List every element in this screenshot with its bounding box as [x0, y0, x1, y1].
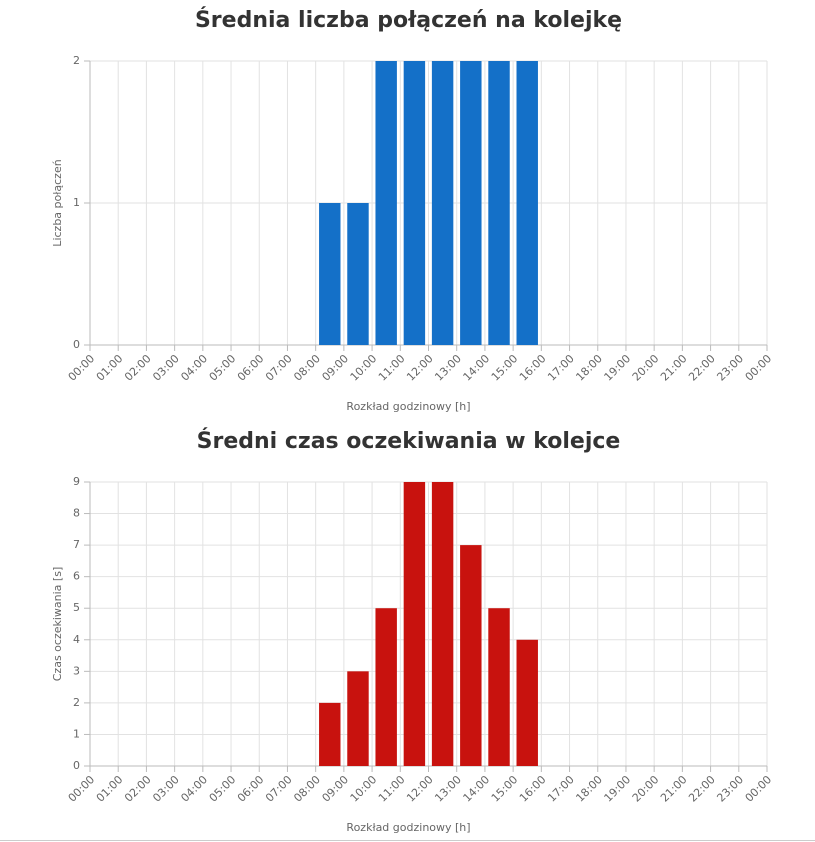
- x-tick-label: 14:00: [461, 773, 493, 805]
- x-tick-label: 23:00: [714, 773, 746, 805]
- y-tick-label: 7: [73, 538, 80, 551]
- y-tick-label: 0: [73, 759, 80, 772]
- x-tick-label: 06:00: [235, 352, 267, 384]
- x-tick-label: 13:00: [432, 773, 464, 805]
- x-tick-label: 11:00: [376, 773, 408, 805]
- x-tick-label: 07:00: [263, 773, 295, 805]
- x-tick-label: 05:00: [207, 773, 239, 805]
- bar: [516, 639, 538, 766]
- bar: [460, 61, 482, 345]
- bar: [431, 61, 454, 345]
- bar: [347, 203, 369, 345]
- bar: [460, 545, 482, 766]
- x-tick-label: 18:00: [573, 352, 605, 384]
- bar: [319, 702, 341, 766]
- x-tick-label: 22:00: [686, 773, 718, 805]
- bar: [319, 203, 341, 345]
- x-tick-label: 21:00: [658, 773, 690, 805]
- x-tick-label: 01:00: [94, 352, 126, 384]
- bar: [488, 608, 510, 766]
- x-tick-label: 12:00: [404, 352, 436, 384]
- y-tick-label: 1: [73, 196, 80, 209]
- x-tick-label: 23:00: [714, 352, 746, 384]
- bar: [516, 61, 538, 345]
- x-tick-label: 04:00: [178, 773, 210, 805]
- x-tick-label: 10:00: [348, 773, 380, 805]
- x-tick-label: 17:00: [545, 352, 577, 384]
- chart-title: Średnia liczba połączeń na kolejkę: [195, 7, 622, 33]
- x-tick-label: 10:00: [348, 352, 380, 384]
- x-tick-label: 04:00: [178, 352, 210, 384]
- x-tick-label: 00:00: [743, 352, 775, 384]
- x-tick-label: 20:00: [630, 352, 662, 384]
- x-tick-label: 15:00: [489, 352, 521, 384]
- x-tick-label: 15:00: [489, 773, 521, 805]
- x-tick-label: 01:00: [94, 773, 126, 805]
- y-tick-label: 3: [73, 664, 80, 677]
- bar: [431, 482, 454, 766]
- x-axis-label: Rozkład godzinowy [h]: [346, 400, 470, 413]
- x-tick-label: 18:00: [573, 773, 605, 805]
- x-tick-label: 13:00: [432, 352, 464, 384]
- x-tick-label: 00:00: [66, 773, 98, 805]
- x-tick-label: 19:00: [602, 352, 634, 384]
- x-tick-label: 02:00: [122, 352, 154, 384]
- bar: [375, 61, 397, 345]
- x-tick-label: 14:00: [461, 352, 493, 384]
- x-tick-label: 00:00: [743, 773, 775, 805]
- x-tick-label: 09:00: [320, 773, 352, 805]
- x-tick-label: 19:00: [602, 773, 634, 805]
- y-tick-label: 9: [73, 475, 80, 488]
- y-tick-label: 5: [73, 601, 80, 614]
- x-tick-label: 06:00: [235, 773, 267, 805]
- x-tick-label: 02:00: [122, 773, 154, 805]
- chart-title: Średni czas oczekiwania w kolejce: [197, 428, 621, 454]
- y-tick-label: 4: [73, 633, 80, 646]
- x-tick-label: 16:00: [517, 773, 549, 805]
- x-tick-label: 16:00: [517, 352, 549, 384]
- x-tick-label: 11:00: [376, 352, 408, 384]
- y-tick-label: 2: [73, 696, 80, 709]
- x-tick-label: 17:00: [545, 773, 577, 805]
- x-tick-label: 03:00: [150, 773, 182, 805]
- x-tick-label: 20:00: [630, 773, 662, 805]
- bar: [347, 671, 369, 766]
- bar: [403, 61, 426, 345]
- x-tick-label: 08:00: [291, 352, 323, 384]
- bar: [403, 482, 426, 766]
- x-tick-label: 22:00: [686, 352, 718, 384]
- x-tick-label: 08:00: [291, 773, 323, 805]
- x-tick-label: 00:00: [66, 352, 98, 384]
- y-tick-label: 0: [73, 338, 80, 351]
- x-axis-label: Rozkład godzinowy [h]: [346, 821, 470, 834]
- x-tick-label: 05:00: [207, 352, 239, 384]
- x-tick-label: 03:00: [150, 352, 182, 384]
- x-tick-label: 09:00: [320, 352, 352, 384]
- x-tick-label: 07:00: [263, 352, 295, 384]
- y-tick-label: 6: [73, 570, 80, 583]
- y-axis-label: Liczba połączeń: [51, 159, 64, 246]
- x-tick-label: 12:00: [404, 773, 436, 805]
- y-axis-label: Czas oczekiwania [s]: [51, 567, 64, 682]
- y-tick-label: 2: [73, 54, 80, 67]
- x-tick-label: 21:00: [658, 352, 690, 384]
- bar: [488, 61, 510, 345]
- y-tick-label: 8: [73, 507, 80, 520]
- y-tick-label: 1: [73, 727, 80, 740]
- bar: [375, 608, 397, 766]
